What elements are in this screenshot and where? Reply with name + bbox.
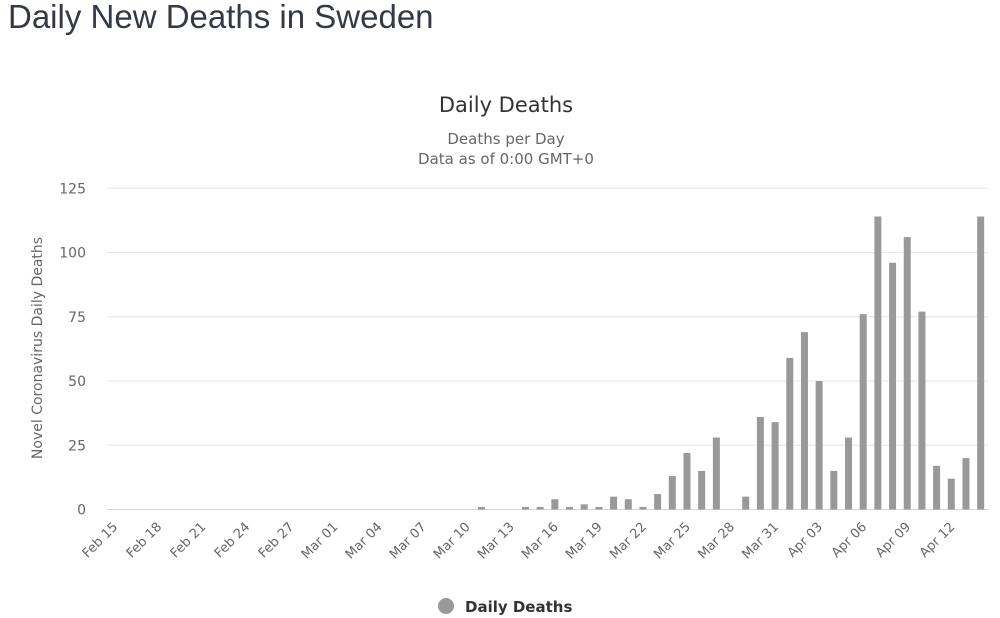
bar-apr-08[interactable]: [889, 262, 897, 510]
x-tick-label: Feb 21: [168, 520, 210, 562]
legend-marker: [438, 598, 454, 614]
bar-mar-20[interactable]: [610, 496, 618, 510]
x-tick-label: Mar 25: [651, 520, 694, 563]
chart-title: Daily Deaths: [439, 93, 573, 117]
bar-mar-30[interactable]: [756, 416, 764, 510]
x-tick-label: Apr 03: [785, 520, 826, 561]
bar-mar-21[interactable]: [624, 499, 632, 510]
bar-apr-11[interactable]: [933, 465, 941, 510]
bar-mar-31[interactable]: [771, 422, 779, 510]
y-tick-label: 50: [68, 374, 86, 390]
bar-mar-11[interactable]: [477, 506, 485, 510]
bar-apr-02[interactable]: [800, 332, 808, 510]
bar-mar-27[interactable]: [712, 437, 720, 510]
y-tick-label: 100: [59, 246, 86, 262]
x-tick-label: Mar 01: [299, 520, 342, 563]
bar-apr-12[interactable]: [947, 478, 955, 510]
x-tick-label: Mar 31: [739, 520, 782, 563]
bar-apr-10[interactable]: [918, 311, 926, 510]
x-tick-label: Feb 27: [256, 520, 298, 562]
bar-mar-25[interactable]: [683, 452, 691, 510]
x-tick-label: Mar 13: [475, 520, 518, 563]
bar-apr-04[interactable]: [830, 470, 838, 510]
x-tick-label: Mar 10: [431, 520, 474, 563]
x-tick-label: Mar 04: [343, 520, 386, 563]
x-tick-label: Mar 19: [563, 520, 606, 563]
legend[interactable]: Daily Deaths: [438, 598, 572, 616]
x-tick-label: Feb 18: [124, 520, 166, 562]
bar-mar-17[interactable]: [566, 506, 574, 510]
x-tick-label: Apr 09: [873, 520, 914, 561]
x-tick-label: Apr 06: [829, 520, 870, 561]
y-tick-label: 0: [77, 503, 86, 519]
legend-label[interactable]: Daily Deaths: [465, 598, 572, 616]
bar-apr-06[interactable]: [859, 314, 867, 510]
bar-mar-26[interactable]: [698, 470, 706, 510]
y-tick-label: 25: [68, 438, 86, 454]
x-tick-label: Mar 07: [387, 520, 430, 563]
x-tick-label: Feb 24: [212, 520, 254, 562]
y-axis-label: Novel Coronavirus Daily Deaths: [30, 237, 46, 459]
y-tick-label: 125: [59, 181, 86, 197]
x-tick-label: Apr 12: [917, 520, 958, 561]
bar-mar-14[interactable]: [521, 506, 529, 510]
bar-mar-24[interactable]: [668, 476, 676, 510]
bar-apr-14[interactable]: [977, 216, 985, 510]
bar-mar-29[interactable]: [742, 496, 750, 510]
bar-mar-16[interactable]: [551, 499, 559, 510]
x-tick-label: Mar 16: [519, 520, 562, 563]
bar-mar-19[interactable]: [595, 506, 603, 510]
bar-mar-23[interactable]: [654, 494, 662, 510]
bar-mar-15[interactable]: [536, 506, 544, 510]
bar-apr-13[interactable]: [962, 458, 970, 510]
chart-subtitle-2: Data as of 0:00 GMT+0: [418, 150, 594, 168]
x-tick-label: Mar 28: [695, 520, 738, 563]
page-title: Daily New Deaths in Sweden: [8, 0, 434, 35]
bar-apr-09[interactable]: [903, 237, 911, 510]
bar-mar-18[interactable]: [580, 504, 588, 510]
y-tick-label: 75: [68, 310, 86, 326]
x-tick-label: Feb 15: [80, 520, 122, 562]
bar-apr-07[interactable]: [874, 216, 882, 510]
x-tick-label: Mar 22: [607, 520, 650, 563]
chart-subtitle-1: Deaths per Day: [447, 130, 564, 148]
bar-apr-03[interactable]: [815, 381, 823, 510]
bar-apr-05[interactable]: [845, 437, 853, 510]
bar-apr-01[interactable]: [786, 357, 794, 510]
bar-mar-22[interactable]: [639, 506, 647, 510]
